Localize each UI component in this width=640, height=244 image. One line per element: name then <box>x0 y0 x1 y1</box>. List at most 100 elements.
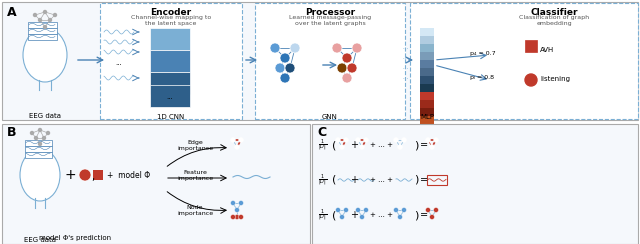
Circle shape <box>342 53 352 63</box>
Text: ): ) <box>414 175 419 185</box>
Text: listening: listening <box>540 76 570 82</box>
Circle shape <box>397 144 403 150</box>
Text: =: = <box>420 175 428 185</box>
Bar <box>420 68 434 76</box>
Text: EEG data: EEG data <box>29 113 61 119</box>
Circle shape <box>335 138 340 142</box>
Circle shape <box>285 63 295 73</box>
FancyBboxPatch shape <box>2 2 638 120</box>
Circle shape <box>280 73 290 83</box>
Bar <box>420 36 434 44</box>
Bar <box>420 44 434 52</box>
Circle shape <box>429 144 435 150</box>
Text: + ... +: + ... + <box>370 177 393 183</box>
Text: ,: , <box>91 172 94 182</box>
Circle shape <box>234 144 239 150</box>
FancyBboxPatch shape <box>255 3 405 119</box>
FancyBboxPatch shape <box>525 40 537 52</box>
FancyBboxPatch shape <box>28 33 56 40</box>
Bar <box>420 116 434 124</box>
FancyBboxPatch shape <box>2 124 310 244</box>
Circle shape <box>401 207 406 213</box>
Circle shape <box>38 19 42 21</box>
Circle shape <box>433 207 438 213</box>
Circle shape <box>49 19 51 21</box>
Circle shape <box>352 43 362 53</box>
Text: ...: ... <box>166 94 173 100</box>
Circle shape <box>364 138 369 142</box>
Bar <box>420 108 434 116</box>
Text: C: C <box>317 126 326 139</box>
Text: Feature
importance: Feature importance <box>177 170 213 181</box>
Circle shape <box>35 136 38 140</box>
Text: Edge
importance: Edge importance <box>177 140 213 151</box>
FancyBboxPatch shape <box>312 124 638 244</box>
Bar <box>420 28 434 36</box>
Text: =: = <box>420 210 428 220</box>
Text: +: + <box>350 140 358 150</box>
Circle shape <box>339 214 344 220</box>
Circle shape <box>54 13 56 17</box>
Circle shape <box>426 138 431 142</box>
Text: =: = <box>420 140 428 150</box>
FancyBboxPatch shape <box>24 140 51 145</box>
Circle shape <box>339 144 344 150</box>
Text: Encoder: Encoder <box>150 8 191 17</box>
Text: ...: ... <box>116 60 122 66</box>
Circle shape <box>38 129 42 132</box>
Circle shape <box>344 138 349 142</box>
Circle shape <box>44 10 47 13</box>
Circle shape <box>33 13 36 17</box>
FancyBboxPatch shape <box>28 21 56 28</box>
Text: Learned message-passing
over the latent graphs: Learned message-passing over the latent … <box>289 15 371 26</box>
Text: ): ) <box>414 210 419 220</box>
FancyBboxPatch shape <box>150 28 190 50</box>
Circle shape <box>31 132 33 134</box>
Circle shape <box>42 136 45 140</box>
Circle shape <box>79 169 91 181</box>
Circle shape <box>239 138 243 142</box>
Text: Channel-wise mapping to
the latent space: Channel-wise mapping to the latent space <box>131 15 211 26</box>
Text: 1D CNN: 1D CNN <box>157 114 184 120</box>
Text: +: + <box>64 168 76 182</box>
Text: AVH: AVH <box>540 47 554 53</box>
Circle shape <box>401 138 406 142</box>
Text: MLP: MLP <box>420 114 434 120</box>
Circle shape <box>239 214 243 220</box>
Text: +  model Φ: + model Φ <box>107 171 150 180</box>
Text: +: + <box>350 210 358 220</box>
Text: B: B <box>7 126 17 139</box>
Text: EEG data: EEG data <box>24 237 56 243</box>
Ellipse shape <box>23 28 67 82</box>
Circle shape <box>394 138 399 142</box>
Circle shape <box>38 142 42 145</box>
Text: + ... +: + ... + <box>370 142 393 148</box>
Circle shape <box>344 207 349 213</box>
Bar <box>93 170 103 180</box>
Circle shape <box>275 63 285 73</box>
Circle shape <box>433 138 438 142</box>
Text: (: ( <box>332 140 337 150</box>
FancyBboxPatch shape <box>28 28 56 33</box>
Text: (: ( <box>332 210 337 220</box>
Bar <box>420 92 434 100</box>
Circle shape <box>230 201 236 205</box>
Bar <box>420 100 434 108</box>
Circle shape <box>360 144 365 150</box>
FancyBboxPatch shape <box>150 72 190 94</box>
Text: +: + <box>350 175 358 185</box>
Circle shape <box>347 63 357 73</box>
Bar <box>420 52 434 60</box>
Circle shape <box>394 207 399 213</box>
Circle shape <box>234 207 239 213</box>
FancyBboxPatch shape <box>24 145 51 152</box>
Circle shape <box>234 214 239 220</box>
Text: Classification of graph
embedding: Classification of graph embedding <box>519 15 589 26</box>
Text: Classifier: Classifier <box>531 8 578 17</box>
Circle shape <box>47 132 49 134</box>
FancyBboxPatch shape <box>24 152 51 157</box>
Text: pₗ = 0.8: pₗ = 0.8 <box>470 75 494 81</box>
Text: p₄ = 0.7: p₄ = 0.7 <box>470 51 495 55</box>
Text: Node
importance: Node importance <box>177 205 213 216</box>
Circle shape <box>270 43 280 53</box>
